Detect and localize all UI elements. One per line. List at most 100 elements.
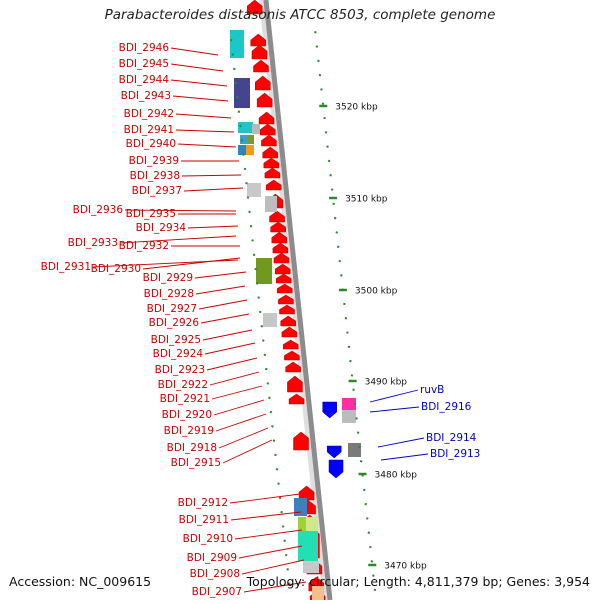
left-leader-line: [124, 209, 237, 212]
scale-tick: [349, 359, 352, 363]
forward-gene-arrow: [276, 283, 293, 294]
left-leader-line: [215, 413, 267, 432]
gene-tick: [284, 553, 288, 557]
left-gene-label: BDI_2937: [132, 185, 182, 197]
left-leader-line: [195, 285, 246, 295]
left-leader-line: [183, 187, 244, 192]
left-gene-label: BDI_2931: [41, 261, 91, 273]
forward-gene-arrow: [274, 263, 291, 275]
right-leader-line: [369, 389, 419, 403]
scale-tick: [367, 531, 371, 534]
forward-gene-arrow: [264, 167, 281, 179]
scale-tick: [318, 73, 322, 77]
forward-gene-arrow: [269, 210, 285, 223]
gene-tick: [233, 67, 236, 71]
map-title: Parabacteroides distasonis ATCC 8503, co…: [104, 7, 496, 23]
reverse-gene-arrow: [322, 401, 337, 419]
left-leader-line: [234, 529, 303, 540]
left-leader-line: [175, 113, 232, 119]
scale-tick: [364, 502, 367, 506]
scale-tick: [340, 274, 343, 277]
left-gene-label: BDI_2940: [126, 138, 176, 150]
gene-tick: [257, 296, 260, 299]
left-gene-label: BDI_2933: [68, 237, 118, 249]
forward-gene-arrow: [282, 339, 299, 350]
scale-label: 3470 kbp: [384, 562, 427, 572]
left-leader-line: [142, 257, 241, 270]
forward-gene-arrow: [256, 92, 273, 108]
feature-block: [348, 443, 361, 457]
scale-tick: [361, 474, 364, 477]
left-leader-line: [119, 235, 237, 244]
right-leader-line: [380, 453, 429, 461]
left-leader-line: [170, 63, 224, 72]
scale-tick: [327, 159, 331, 163]
gene-tick: [271, 425, 274, 428]
gene-tick: [248, 210, 251, 214]
scale-tick: [347, 345, 351, 349]
scale-tick: [362, 488, 366, 492]
forward-gene-arrow: [281, 326, 298, 338]
forward-gene-arrow: [263, 157, 280, 169]
forward-gene-arrow: [288, 393, 305, 405]
forward-gene-arrow: [253, 59, 269, 73]
scale-tick: [355, 417, 358, 420]
left-leader-line: [170, 47, 219, 56]
left-gene-label: BDI_2909: [187, 552, 237, 564]
left-leader-line: [209, 371, 260, 386]
gene-tick: [269, 410, 273, 414]
reverse-gene-arrow: [326, 445, 342, 459]
scale-tick: [333, 216, 337, 220]
forward-gene-arrow: [260, 123, 276, 136]
topology-label: Topology: circular; Length: 4,811,379 bp…: [246, 574, 590, 589]
feature-block: [298, 531, 318, 561]
right-leader-line: [377, 437, 425, 448]
left-gene-label: BDI_2943: [121, 90, 171, 102]
gene-tick: [265, 367, 268, 371]
gene-tick: [243, 167, 247, 171]
left-leader-line: [222, 439, 273, 464]
forward-gene-arrow: [262, 146, 278, 159]
right-gene-label: ruvB: [420, 384, 444, 396]
left-gene-label: BDI_2915: [171, 457, 221, 469]
feature-block: [230, 30, 244, 58]
gene-tick: [260, 325, 263, 328]
left-leader-line: [172, 95, 229, 102]
gene-tick: [234, 81, 238, 85]
feature-block: [342, 410, 356, 423]
left-gene-label: BDI_2934: [136, 222, 187, 234]
gene-tick: [246, 196, 250, 199]
feature-block: [238, 145, 246, 155]
gene-tick: [286, 568, 289, 571]
forward-gene-arrow: [272, 242, 289, 254]
left-leader-line: [238, 545, 303, 559]
left-gene-label: BDI_2936: [73, 204, 124, 216]
feature-block: [256, 258, 272, 284]
gene-tick: [242, 153, 245, 156]
gene-tick: [262, 339, 265, 342]
left-gene-label: BDI_2919: [164, 425, 214, 437]
left-leader-line: [187, 225, 239, 229]
gene-tick: [254, 267, 257, 271]
scale-label: 3510 kbp: [345, 195, 388, 205]
genome-backbone: [263, 0, 333, 601]
scale-tick: [315, 45, 319, 48]
forward-gene-arrow: [279, 304, 295, 315]
left-gene-label: BDI_2925: [151, 334, 201, 346]
scale-label: 3490 kbp: [365, 378, 408, 388]
right-gene-label: BDI_2916: [421, 401, 472, 413]
gene-tick: [275, 468, 279, 471]
scale-tick: [370, 560, 374, 563]
left-leader-line: [170, 79, 228, 87]
gene-tick: [240, 139, 244, 142]
forward-gene-arrow: [287, 375, 303, 393]
forward-gene-arrow: [246, 0, 263, 15]
left-gene-label: BDI_2944: [119, 74, 170, 86]
gene-tick: [278, 496, 282, 500]
forward-gene-arrow: [285, 361, 301, 373]
gene-tick: [277, 482, 280, 485]
scale-tick: [332, 202, 335, 206]
left-gene-label: BDI_2930: [91, 263, 141, 275]
scale-tick: [335, 231, 338, 234]
left-leader-line: [202, 329, 253, 341]
